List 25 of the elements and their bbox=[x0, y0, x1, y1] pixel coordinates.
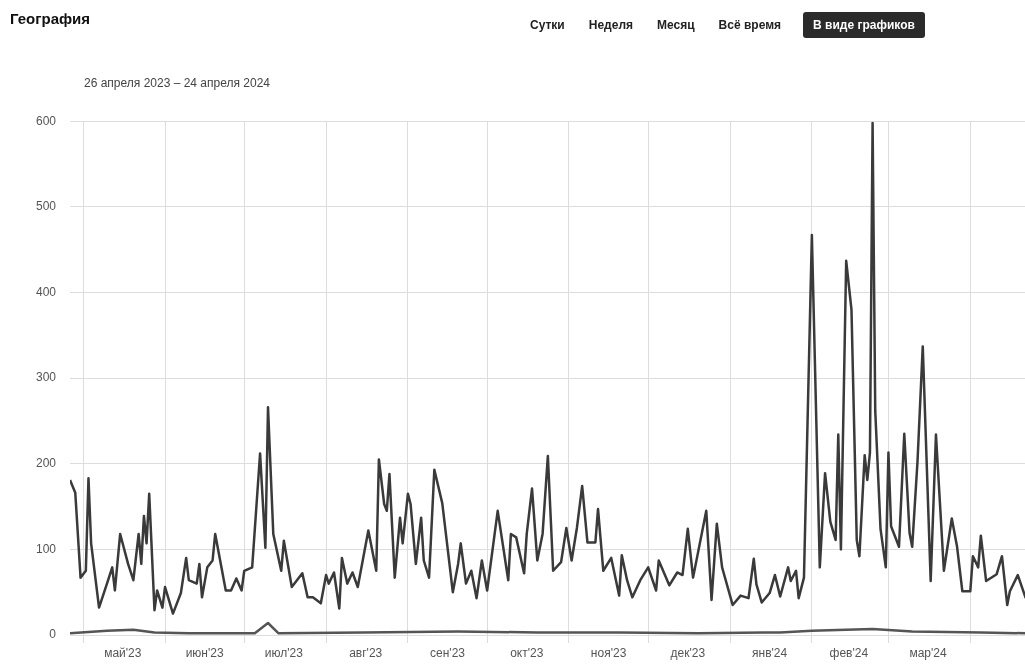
x-tick-label: май'23 bbox=[104, 645, 142, 660]
x-tick-label: июл'23 bbox=[264, 645, 304, 660]
x-tick-label: дек'23 bbox=[670, 645, 706, 660]
x-tick-label: сен'23 bbox=[430, 645, 466, 660]
y-tick-label: 0 bbox=[49, 627, 57, 642]
x-tick-label: фев'24 bbox=[829, 645, 869, 660]
y-tick-label: 300 bbox=[35, 370, 57, 385]
chart-title: География bbox=[10, 10, 91, 27]
text: Всё время bbox=[717, 17, 783, 34]
y-tick-label: 400 bbox=[35, 284, 57, 299]
text: В виде графиков bbox=[803, 12, 925, 38]
text: Сутки bbox=[529, 17, 566, 34]
x-tick-label: окт'23 bbox=[510, 645, 544, 660]
text: Неделя bbox=[587, 17, 634, 34]
x-tick-label: июн'23 bbox=[185, 645, 224, 660]
y-tick-label: 600 bbox=[35, 113, 57, 128]
text: Месяц bbox=[656, 17, 696, 34]
y-tick-label: 200 bbox=[35, 456, 57, 471]
chart-subtitle: 26 апреля 2023 – 24 апреля 2024 bbox=[84, 76, 271, 90]
y-tick-label: 500 bbox=[35, 199, 57, 214]
x-tick-label: янв'24 bbox=[752, 645, 788, 660]
x-tick-label: авг'23 bbox=[349, 645, 383, 660]
y-tick-label: 100 bbox=[35, 541, 57, 556]
x-tick-label: ноя'23 bbox=[590, 645, 627, 660]
x-tick-label: мар'24 bbox=[909, 645, 947, 660]
